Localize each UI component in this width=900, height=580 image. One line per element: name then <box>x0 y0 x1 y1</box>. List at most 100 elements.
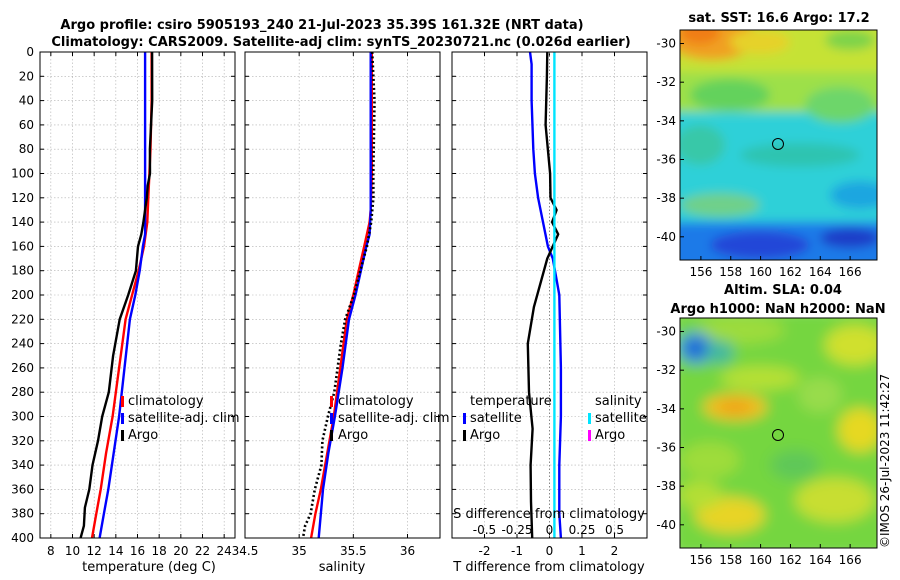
depth-tick-labels: 0 20 40 60 80 100 120 140 160 180 200 220 240 260 280 3… <box>11 45 34 545</box>
x-tick-label: 35 <box>292 544 307 558</box>
sla-map: Altim. SLA: 0.04 Argo h1000: NaN h2000: … <box>656 283 885 567</box>
map-x-tick-label: 164 <box>809 553 832 567</box>
map-x-tick-label: 156 <box>689 265 712 279</box>
series-line-argo <box>79 52 154 538</box>
legend-satellite-adj: satellite-adj. clim <box>338 411 450 426</box>
series-line-temperature-argo <box>526 52 560 538</box>
s-tick-label: 0.5 <box>605 523 624 537</box>
sla-map-subtitle: Argo h1000: NaN h2000: NaN <box>670 302 885 317</box>
depth-tick-label: 80 <box>19 142 34 156</box>
map-x-tick-label: 160 <box>749 553 772 567</box>
x-tick-label: 24 <box>217 544 232 558</box>
salinity-legend: climatology satellite-adj. clim Argo <box>330 394 450 443</box>
s-tick-label: 0 <box>546 523 554 537</box>
sst-map-frame <box>679 29 878 261</box>
legend-temp-argo: Argo <box>470 428 500 443</box>
x-tick-label: 35.5 <box>340 544 367 558</box>
x-tick-label: 18 <box>152 544 167 558</box>
series-line-temperature-satellite <box>528 52 563 538</box>
map-x-tick-label: 160 <box>749 265 772 279</box>
legend-swatch-sal-argo <box>588 430 591 441</box>
x-tick-label: 22 <box>195 544 210 558</box>
argo-position-marker <box>772 429 784 441</box>
sla-map-title: Altim. SLA: 0.04 <box>724 283 842 298</box>
depth-tick-label: 240 <box>11 337 34 351</box>
temperature-lines <box>79 52 154 538</box>
temperature-legend: climatology satellite-adj. clim Argo <box>121 394 240 443</box>
depth-tick-label: 300 <box>11 410 34 424</box>
t-difference-tick-labels: -2 -1 0 1 2 <box>479 544 619 558</box>
map-x-tick-label: 156 <box>689 553 712 567</box>
map-y-tick-label: -32 <box>656 75 676 89</box>
x-tick-label: 34.5 <box>232 544 259 558</box>
map-y-tick-label: -34 <box>656 402 676 416</box>
legend-swatch-argo <box>121 430 124 441</box>
x-tick-label: 8 <box>47 544 55 558</box>
salinity-xlabel: salinity <box>319 560 366 575</box>
map-y-tick-label: -36 <box>656 440 676 454</box>
map-x-tick-label: 166 <box>839 265 862 279</box>
legend-swatch-climatology <box>330 396 333 407</box>
depth-tick-label: 180 <box>11 264 34 278</box>
series-line-argo <box>301 52 376 538</box>
figure-title-line1: Argo profile: csiro 5905193_240 21-Jul-2… <box>60 18 583 33</box>
x-tick-label: 20 <box>173 544 188 558</box>
x-tick-label: 10 <box>65 544 80 558</box>
temperature-grid <box>40 51 235 539</box>
x-tick-label: 36 <box>400 544 415 558</box>
map-y-tick-label: -34 <box>656 114 676 128</box>
map-x-tick-label: 158 <box>719 553 742 567</box>
salinity-tick-labels: 34.5 35 35.5 36 <box>232 544 416 558</box>
sst-field <box>680 30 877 260</box>
sla-map-frame <box>679 317 878 549</box>
difference-legend: temperature satellite Argo salinity sate… <box>463 394 647 443</box>
legend-argo: Argo <box>338 428 368 443</box>
depth-tick-label: 320 <box>11 434 34 448</box>
map-x-tick-label: 166 <box>839 553 862 567</box>
legend-climatology: climatology <box>338 394 414 409</box>
legend-swatch-temp-satellite <box>463 413 466 424</box>
sla-field <box>680 318 877 548</box>
legend-swatch-temp-argo <box>463 430 466 441</box>
x-tick-label: -1 <box>511 544 523 558</box>
legend-argo: Argo <box>128 428 158 443</box>
map-y-tick-label: -40 <box>656 518 676 532</box>
argo-position-marker <box>772 138 784 150</box>
credit-label: ©IMOS 26-Jul-2023 11:42:27 <box>878 373 892 548</box>
depth-tick-label: 200 <box>11 288 34 302</box>
legend-satellite-adj: satellite-adj. clim <box>128 411 240 426</box>
s-tick-label: -0.25 <box>501 523 532 537</box>
legend-swatch-satellite <box>121 413 124 424</box>
map-x-tick-label: 162 <box>779 265 802 279</box>
temperature-axes-frame <box>39 51 236 539</box>
sst-map: sat. SST: 16.6 Argo: 17.2 <box>656 11 878 279</box>
salinity-lines <box>301 52 376 538</box>
map-y-tick-label: -32 <box>656 363 676 377</box>
s-tick-label: -0.5 <box>473 523 496 537</box>
legend-sal-satellite: satellite <box>595 411 647 426</box>
legend-sal-argo: Argo <box>595 428 625 443</box>
legend-swatch-sal-satellite <box>588 413 591 424</box>
x-tick-label: 16 <box>130 544 145 558</box>
x-tick-label: 0 <box>546 544 554 558</box>
legend-temp-satellite: satellite <box>470 411 522 426</box>
temperature-tick-labels: 8 10 12 14 16 18 20 22 24 <box>47 544 232 558</box>
depth-tick-label: 40 <box>19 94 34 108</box>
salinity-grid <box>244 51 440 539</box>
depth-tick-label: 380 <box>11 507 34 521</box>
legend-heading-salinity: salinity <box>595 394 642 409</box>
x-tick-label: -2 <box>479 544 491 558</box>
x-tick-label: 14 <box>108 544 123 558</box>
map-y-tick-label: -38 <box>656 191 676 205</box>
depth-tick-label: 20 <box>19 69 34 83</box>
x-tick-label: 2 <box>611 544 619 558</box>
s-tick-label: 0.25 <box>569 523 596 537</box>
legend-swatch-climatology <box>121 396 124 407</box>
depth-tick-label: 220 <box>11 312 34 326</box>
depth-tick-label: 60 <box>19 118 34 132</box>
map-y-tick-label: -30 <box>656 37 676 51</box>
legend-swatch-argo <box>330 430 333 441</box>
map-y-tick-label: -40 <box>656 230 676 244</box>
x-tick-label: 12 <box>87 544 102 558</box>
